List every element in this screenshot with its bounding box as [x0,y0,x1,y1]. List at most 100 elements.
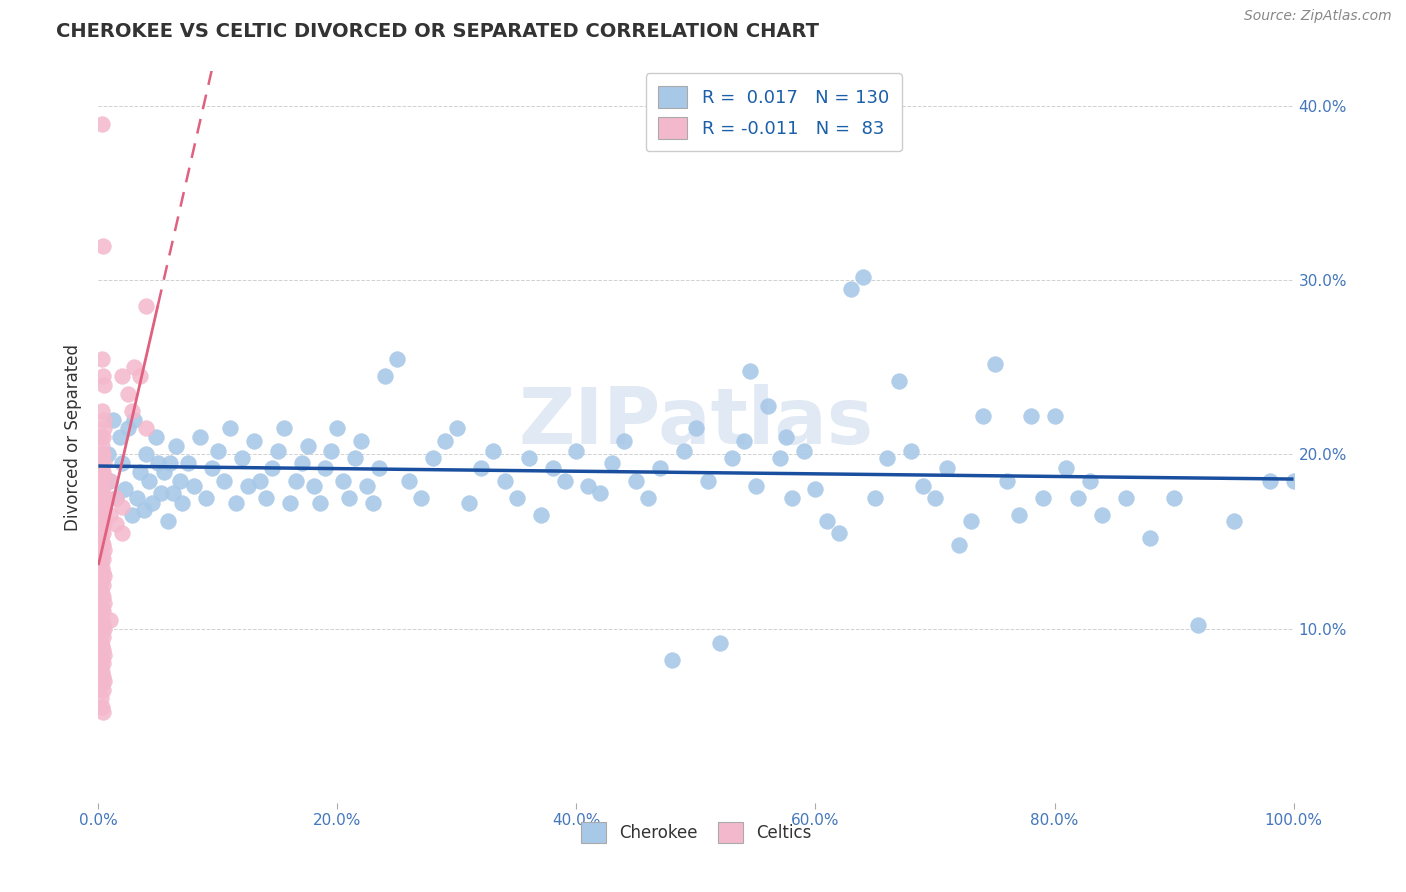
Point [165,439,187,453]
Point [273,421,295,435]
Point [124,360,146,375]
Point [97,448,120,462]
Point [1282,474,1305,488]
Point [90,660,112,674]
Point [93,421,115,435]
Point [284,474,307,488]
Point [195,491,218,505]
Point [578,479,600,493]
Point [90,456,112,470]
Text: CHEROKEE VS CELTIC DIVORCED OR SEPARATED CORRELATION CHART: CHEROKEE VS CELTIC DIVORCED OR SEPARATED… [56,22,820,41]
Point [93,491,115,505]
Point [315,461,337,475]
Point [637,491,659,505]
Point [90,583,112,598]
Point [91,705,114,719]
Point [422,450,444,465]
Point [308,496,330,510]
Point [138,474,160,488]
Point [91,514,114,528]
Point [1187,618,1209,632]
Point [90,430,112,444]
Point [91,618,114,632]
Point [661,653,683,667]
Point [105,491,128,505]
Point [267,444,290,458]
Point [297,439,319,453]
Point [108,430,131,444]
Point [114,483,136,497]
Point [350,434,373,448]
Point [91,538,114,552]
Point [153,465,176,479]
Point [1019,409,1042,424]
Point [326,421,349,435]
Point [93,673,115,688]
Point [91,591,114,605]
Text: Source: ZipAtlas.com: Source: ZipAtlas.com [1244,9,1392,23]
Point [91,448,114,462]
Point [91,508,114,523]
Point [1067,491,1090,505]
Point [91,560,114,574]
Point [91,549,114,563]
Point [363,496,385,510]
Point [613,434,636,448]
Point [141,496,163,510]
Point [93,648,115,662]
Point [90,691,112,706]
Point [135,300,157,314]
Point [91,369,114,384]
Point [1258,474,1281,488]
Point [344,450,367,465]
Point [111,525,134,540]
Point [1043,409,1066,424]
Point [135,421,157,435]
Point [302,479,325,493]
Point [225,496,247,510]
Point [90,531,112,545]
Point [91,117,114,131]
Point [733,434,755,448]
Point [91,700,114,714]
Point [91,552,114,566]
Point [111,500,134,514]
Point [129,369,152,384]
Point [506,491,529,505]
Point [121,404,143,418]
Point [121,508,143,523]
Point [188,430,211,444]
Point [541,461,564,475]
Point [768,450,790,465]
Point [91,578,114,592]
Legend: Cherokee, Celtics: Cherokee, Celtics [574,815,818,849]
Point [554,474,576,488]
Point [1080,474,1102,488]
Point [212,474,235,488]
Point [446,421,468,435]
Point [169,474,191,488]
Point [93,569,115,583]
Point [98,474,122,488]
Point [481,444,505,458]
Point [756,399,779,413]
Point [434,434,457,448]
Point [159,456,181,470]
Point [815,514,838,528]
Point [91,351,114,366]
Point [90,556,112,570]
Point [602,456,624,470]
Point [91,468,114,483]
Point [201,461,224,475]
Point [111,369,134,384]
Point [93,595,115,609]
Point [91,642,114,657]
Point [91,600,114,615]
Point [984,357,1007,371]
Point [93,377,115,392]
Point [876,450,898,465]
Point [98,508,122,523]
Point [1008,508,1031,523]
Point [91,604,114,618]
Point [90,503,112,517]
